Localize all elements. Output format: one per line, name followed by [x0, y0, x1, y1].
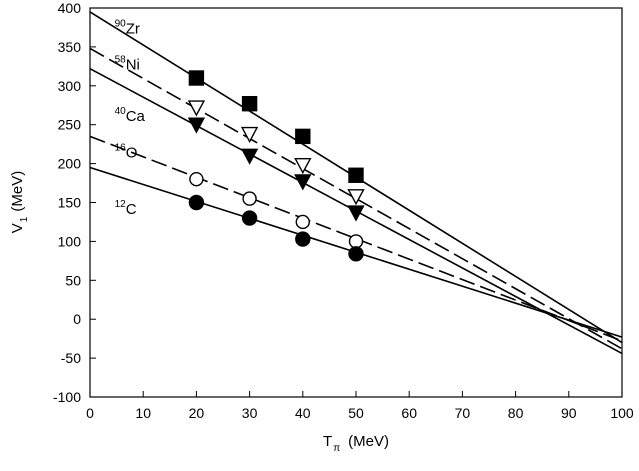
- element-symbol: Zr: [126, 21, 140, 38]
- y-tick-label: 0: [73, 311, 81, 327]
- isotope-mass: 58: [115, 54, 127, 65]
- series-label-ni: 58Ni: [115, 54, 140, 73]
- y-tick-label: 250: [58, 117, 82, 133]
- data-markers: [187, 70, 365, 262]
- series-label-o: 16O: [115, 142, 138, 161]
- series-label-c: 12C: [115, 199, 137, 218]
- element-symbol: Ca: [126, 108, 146, 125]
- x-tick-label: 90: [561, 405, 577, 421]
- y-axis-unit: (MeV): [9, 171, 26, 212]
- element-symbol: O: [126, 144, 138, 161]
- x-tick-label: 80: [508, 405, 524, 421]
- x-axis-symbol: T: [323, 433, 332, 450]
- x-tick-label: 50: [348, 405, 364, 421]
- element-symbol: C: [126, 201, 137, 218]
- isotope-mass: 40: [115, 106, 127, 117]
- data-point-o: [295, 214, 310, 230]
- data-point-ca: [240, 148, 259, 165]
- y-tick-label: 350: [58, 39, 82, 55]
- fit-line-o: [89, 135, 623, 342]
- series-label-ca: 40Ca: [115, 106, 146, 125]
- x-tick-label: 20: [189, 405, 205, 421]
- x-axis-title: Tπ (MeV): [323, 433, 389, 454]
- isotope-mass: 16: [115, 142, 127, 153]
- y-axis-ticks: -100 -50 0 50 100 150 200 250 300 350 400: [53, 0, 96, 405]
- data-point-o: [348, 234, 364, 249]
- y-tick-label: 300: [58, 78, 82, 94]
- data-point-ni: [294, 157, 312, 175]
- data-point-ca: [347, 205, 365, 222]
- y-tick-label: -100: [53, 389, 81, 405]
- data-point-zr: [295, 128, 311, 145]
- y-axis-symbol: V: [9, 223, 26, 233]
- y-tick-label: 50: [65, 272, 81, 288]
- data-point-c: [348, 246, 364, 262]
- isotope-mass: 12: [115, 199, 127, 210]
- data-point-ni: [240, 126, 259, 144]
- y-axis-subscript: 1: [19, 216, 30, 222]
- data-point-o: [242, 191, 257, 206]
- element-symbol: Ni: [126, 56, 140, 73]
- data-point-o: [189, 171, 204, 187]
- data-point-zr: [348, 167, 364, 183]
- x-tick-label: 30: [242, 405, 258, 421]
- y-tick-label: 400: [58, 0, 82, 16]
- x-axis-ticks: 0 10 20 30 40 50 60 70 80 90 100: [86, 391, 634, 421]
- data-point-ni: [347, 189, 365, 206]
- data-point-c: [188, 194, 205, 211]
- series-label-zr: 90Zr: [115, 19, 140, 38]
- x-tick-label: 40: [295, 405, 311, 421]
- isotope-mass: 90: [115, 19, 127, 30]
- data-point-zr: [241, 95, 258, 112]
- x-tick-label: 70: [455, 405, 471, 421]
- x-axis-unit: (MeV): [348, 433, 389, 450]
- x-tick-label: 60: [401, 405, 417, 421]
- series-labels: 90Zr 58Ni 40Ca 16O 12C: [115, 19, 146, 218]
- x-axis-subscript: π: [333, 443, 340, 454]
- x-tick-label: 0: [86, 405, 94, 421]
- x-tick-label: 100: [610, 405, 634, 421]
- y-axis-title: V1 (MeV): [9, 171, 30, 233]
- y-tick-label: 200: [58, 156, 82, 172]
- y-tick-label: 150: [58, 195, 82, 211]
- data-point-ni: [187, 100, 206, 117]
- data-point-c: [295, 231, 311, 247]
- data-point-ca: [294, 174, 312, 191]
- y-tick-label: -50: [61, 350, 81, 366]
- fit-line-ni: [89, 47, 623, 350]
- data-point-zr: [188, 70, 205, 86]
- data-point-c: [241, 210, 258, 226]
- y-tick-label: 100: [58, 233, 82, 249]
- data-point-ca: [187, 117, 206, 134]
- x-tick-label: 10: [135, 405, 151, 421]
